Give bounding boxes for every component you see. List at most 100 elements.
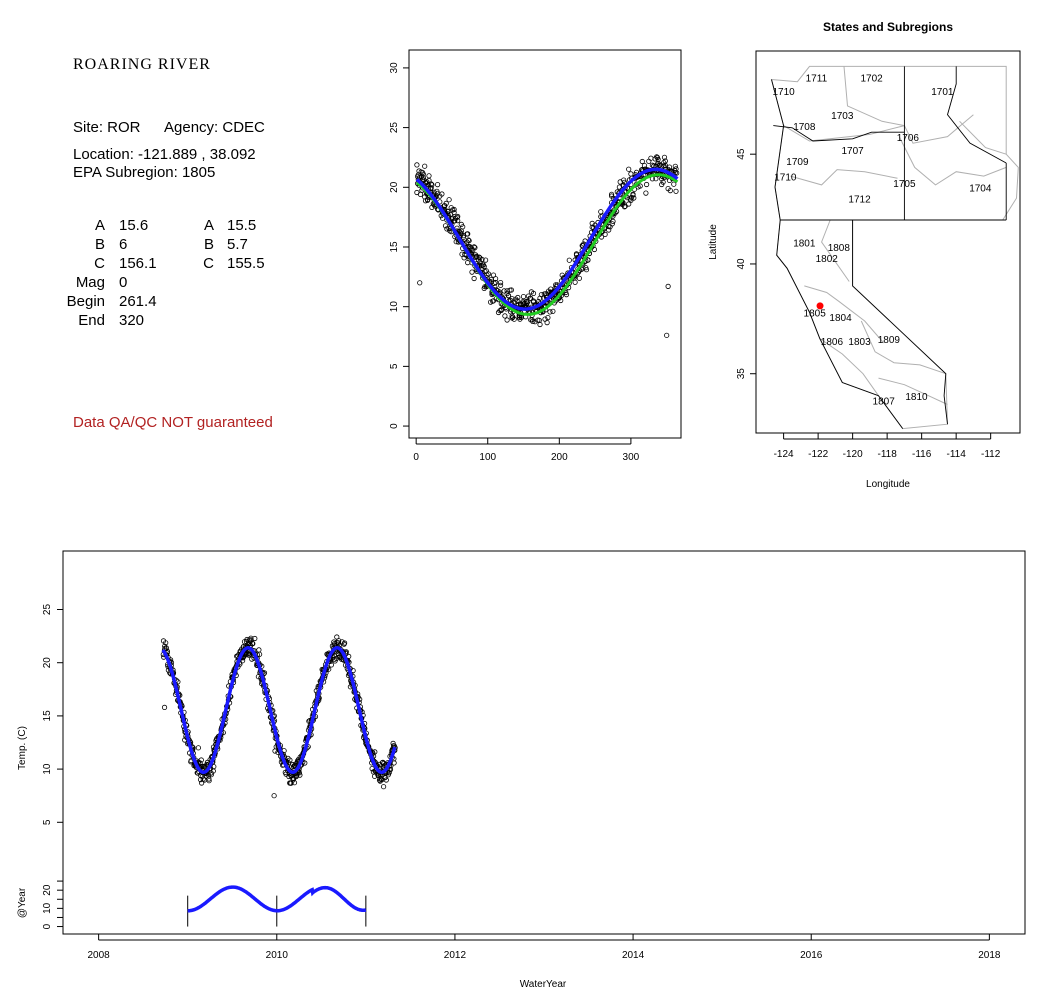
doy-point — [610, 218, 616, 224]
ts-point — [387, 766, 394, 773]
region-label-1801: 1801 — [793, 238, 816, 249]
region-boundary — [878, 377, 948, 405]
doy-point — [673, 188, 679, 194]
coastline — [771, 79, 904, 429]
region-boundary — [821, 219, 850, 282]
sub-y-tick-label: 20 — [42, 884, 53, 896]
param-value-a2: 15.5 — [227, 217, 257, 234]
doy-point — [431, 189, 437, 195]
doy-point — [469, 269, 475, 275]
map-x-tick-label: -120 — [843, 449, 863, 460]
region-label-1701: 1701 — [931, 87, 954, 98]
region-label-1704: 1704 — [969, 184, 992, 195]
doy-point — [422, 163, 428, 169]
map-x-tick-label: -112 — [981, 449, 1001, 460]
region-boundary — [819, 338, 879, 396]
doy-point — [536, 317, 542, 323]
ts-x-tick-label: 2018 — [978, 950, 1001, 961]
param-label-a: A — [94, 217, 105, 234]
doy-point — [544, 319, 550, 326]
ts-fit-line — [161, 646, 397, 775]
sub-y-tick-label: 10 — [42, 902, 53, 914]
ts-point — [195, 745, 201, 751]
ts-point — [252, 635, 258, 642]
ts-point — [341, 640, 348, 646]
ts-x-tick-label: 2014 — [622, 950, 645, 961]
agency: Agency: CDEC — [164, 119, 265, 136]
ts-point — [336, 638, 342, 644]
ts-point — [250, 641, 256, 647]
map-x-axis: -124 -122 -120 -118 -116 -114 -112 — [774, 433, 1001, 460]
doy-point — [418, 174, 424, 180]
map-title: States and Subregions — [823, 20, 953, 34]
map-plot-frame — [755, 50, 1021, 434]
doy-point — [514, 297, 520, 304]
ts-y-tick-label: 25 — [42, 604, 53, 616]
ts-point — [163, 640, 169, 646]
doy-point — [504, 317, 510, 323]
site-name: ROARING RIVER — [73, 56, 211, 73]
map-y-axis: 35 40 45 — [736, 148, 756, 379]
doy-point — [471, 244, 477, 250]
doy-point — [451, 206, 457, 213]
doy-point — [545, 314, 551, 321]
doy-point — [583, 265, 589, 271]
doy-point — [626, 166, 632, 172]
ts-plot-frame — [62, 550, 1026, 935]
ts-point — [335, 640, 342, 646]
ts-sub-ylabel: @Year — [17, 887, 28, 918]
doy-point — [483, 268, 489, 274]
doy-point — [509, 313, 515, 319]
ts-x-tick-label: 2008 — [88, 950, 111, 961]
doy-point — [471, 275, 477, 282]
map-y-tick-label: 35 — [736, 368, 747, 380]
region-boundary — [843, 66, 905, 127]
doy-point — [490, 298, 496, 304]
doy-point — [661, 154, 668, 160]
site-marker — [816, 302, 824, 310]
map-site-marker-group — [816, 302, 824, 310]
sub-y-tick-label: 0 — [42, 923, 53, 929]
ts-point — [198, 757, 204, 763]
ts-x-tick-label: 2012 — [444, 950, 467, 961]
region-label-1806: 1806 — [821, 337, 844, 348]
doy-point — [522, 300, 528, 306]
param-value-b: 6 — [119, 236, 128, 253]
ts-point — [332, 658, 338, 664]
doy-y-tick-label: 25 — [389, 122, 400, 134]
param-label-a2: A — [203, 217, 214, 234]
doy-point — [671, 181, 677, 187]
doy-point — [493, 276, 499, 282]
region-label-1703: 1703 — [831, 111, 854, 122]
ts-point — [391, 760, 397, 766]
doy-point — [576, 275, 582, 281]
doy-point — [501, 288, 507, 294]
param-label-c2: C — [203, 255, 214, 272]
doy-point — [435, 190, 441, 196]
region-label-1809: 1809 — [878, 335, 901, 346]
ts-point — [271, 793, 277, 799]
doy-point — [547, 309, 553, 315]
doy-point — [466, 238, 472, 244]
doy-y-tick-label: 5 — [389, 363, 400, 369]
doy-point — [648, 155, 654, 161]
doy-y-axis: 0 5 10 15 20 25 30 — [389, 62, 409, 429]
ts-point — [199, 773, 205, 779]
ts-x-axis: 2008 2010 2012 2014 2016 2018 — [88, 934, 1001, 961]
doy-point — [626, 201, 632, 207]
ts-point — [161, 704, 168, 710]
doy-point — [498, 306, 504, 313]
region-label-1708: 1708 — [793, 122, 816, 133]
doy-point — [508, 287, 514, 293]
ts-x-tick-label: 2016 — [800, 950, 823, 961]
doy-point — [530, 318, 536, 324]
param-value-b2: 5.7 — [227, 236, 248, 253]
doy-point — [665, 283, 671, 289]
region-label-1705: 1705 — [893, 179, 916, 190]
param-value-end: 320 — [119, 312, 145, 329]
doy-point — [643, 190, 649, 196]
ts-point — [328, 662, 334, 668]
doy-point — [513, 296, 519, 302]
param-value-c2: 155.5 — [227, 255, 265, 272]
doy-point — [537, 295, 543, 301]
